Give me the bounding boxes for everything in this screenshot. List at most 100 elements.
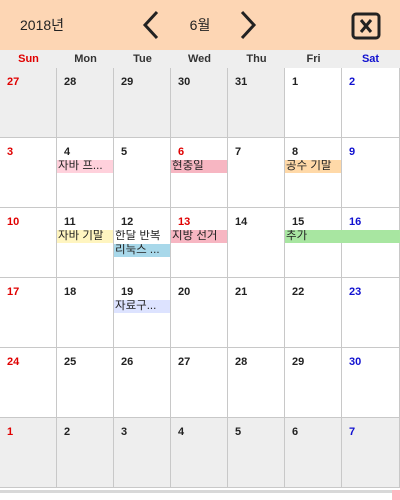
day-cell[interactable]: 2 [57, 418, 114, 488]
event-monthly-repeat[interactable]: 한달 반복 [114, 230, 170, 243]
day-cell[interactable]: 30 [171, 68, 228, 138]
event-local-election[interactable]: 지방 선거 [171, 230, 227, 243]
day-cell[interactable]: 1 [285, 68, 342, 138]
day-cell[interactable]: 23 [342, 278, 400, 348]
day-cell[interactable]: 29 [114, 68, 171, 138]
day-cell[interactable]: 16 [342, 208, 400, 278]
event-java-project[interactable]: 자바 프... [57, 160, 113, 173]
day-cell[interactable]: 30 [342, 348, 400, 418]
day-number: 24 [7, 356, 20, 368]
day-cell[interactable]: 19 [114, 278, 171, 348]
day-cell[interactable]: 7 [342, 418, 400, 488]
day-cell[interactable]: 26 [114, 348, 171, 418]
day-number: 30 [178, 76, 191, 88]
event-add[interactable]: 추가 [285, 230, 400, 243]
day-cell[interactable]: 3 [114, 418, 171, 488]
day-number: 29 [292, 356, 305, 368]
day-cell[interactable]: 4 [171, 418, 228, 488]
day-cell[interactable]: 9 [342, 138, 400, 208]
day-number: 2 [64, 426, 71, 438]
day-number: 21 [235, 286, 248, 298]
weekday-sat: Sat [361, 53, 380, 65]
chevron-right-icon [240, 10, 257, 40]
prev-month-button[interactable] [139, 9, 163, 41]
day-number: 4 [64, 146, 71, 158]
day-cell[interactable]: 31 [228, 68, 285, 138]
day-cell[interactable]: 11 [57, 208, 114, 278]
day-number: 4 [178, 426, 185, 438]
day-cell[interactable]: 6 [171, 138, 228, 208]
day-cell[interactable]: 28 [228, 348, 285, 418]
day-number: 6 [178, 146, 185, 158]
day-number: 25 [64, 356, 77, 368]
day-number: 31 [235, 76, 248, 88]
event-java-final[interactable]: 자바 기말 [57, 230, 113, 243]
day-number: 3 [121, 426, 128, 438]
event-linux[interactable]: 리눅스 ... [114, 244, 170, 257]
day-cell[interactable]: 5 [228, 418, 285, 488]
event-data-structure[interactable]: 자료구... [114, 300, 170, 313]
day-cell[interactable]: 27 [0, 68, 57, 138]
calendar-grid: 27 28 29 30 31 1 2 3 4 5 6 7 8 9 10 11 1… [0, 68, 400, 488]
day-number: 3 [7, 146, 14, 158]
day-cell[interactable]: 2 [342, 68, 400, 138]
event-memorial-day[interactable]: 현충일 [171, 160, 227, 173]
day-cell[interactable]: 17 [0, 278, 57, 348]
weekday-fri: Fri [306, 53, 321, 65]
day-number: 22 [292, 286, 305, 298]
day-cell[interactable]: 4 [57, 138, 114, 208]
day-number: 18 [64, 286, 77, 298]
day-cell[interactable]: 3 [0, 138, 57, 208]
day-cell[interactable]: 21 [228, 278, 285, 348]
day-cell[interactable]: 15 [285, 208, 342, 278]
day-number: 5 [121, 146, 128, 158]
day-number: 5 [235, 426, 242, 438]
day-cell[interactable]: 5 [114, 138, 171, 208]
day-cell[interactable]: 7 [228, 138, 285, 208]
day-number: 11 [64, 216, 76, 228]
day-cell[interactable]: 8 [285, 138, 342, 208]
day-number: 19 [121, 286, 134, 298]
day-cell[interactable]: 24 [0, 348, 57, 418]
day-number: 28 [235, 356, 248, 368]
day-cell[interactable]: 14 [228, 208, 285, 278]
day-number: 26 [121, 356, 134, 368]
day-cell[interactable]: 28 [57, 68, 114, 138]
day-number: 30 [349, 356, 362, 368]
day-number: 12 [121, 216, 134, 228]
day-number: 1 [7, 426, 14, 438]
day-number: 27 [178, 356, 191, 368]
day-number: 10 [7, 216, 20, 228]
day-cell[interactable]: 1 [0, 418, 57, 488]
day-cell[interactable]: 27 [171, 348, 228, 418]
day-number: 6 [292, 426, 299, 438]
close-button[interactable] [351, 12, 381, 40]
day-number: 15 [292, 216, 305, 228]
day-cell[interactable]: 13 [171, 208, 228, 278]
day-cell[interactable]: 25 [57, 348, 114, 418]
weekday-wed: Wed [187, 53, 212, 65]
day-cell[interactable]: 18 [57, 278, 114, 348]
day-cell[interactable]: 20 [171, 278, 228, 348]
day-number: 13 [178, 216, 191, 228]
bottom-divider [0, 490, 392, 493]
day-number: 16 [349, 216, 362, 228]
weekday-mon: Mon [74, 53, 97, 65]
weekday-thu: Thu [246, 53, 267, 65]
day-cell[interactable]: 10 [0, 208, 57, 278]
day-number: 20 [178, 286, 191, 298]
weekday-tue: Tue [133, 53, 152, 65]
day-number: 28 [64, 76, 77, 88]
day-cell[interactable]: 29 [285, 348, 342, 418]
day-number: 9 [349, 146, 356, 158]
month-label: 6월 [189, 17, 211, 33]
day-cell[interactable]: 12 [114, 208, 171, 278]
day-number: 2 [349, 76, 356, 88]
close-box-icon [351, 12, 381, 40]
day-cell[interactable]: 22 [285, 278, 342, 348]
event-airborne-final[interactable]: 공수 기말 [285, 160, 341, 173]
next-month-button[interactable] [236, 9, 260, 41]
weekday-header: Sun Mon Tue Wed Thu Fri Sat [0, 50, 400, 68]
day-cell[interactable]: 6 [285, 418, 342, 488]
calendar-header: 2018년 6월 [0, 0, 400, 50]
